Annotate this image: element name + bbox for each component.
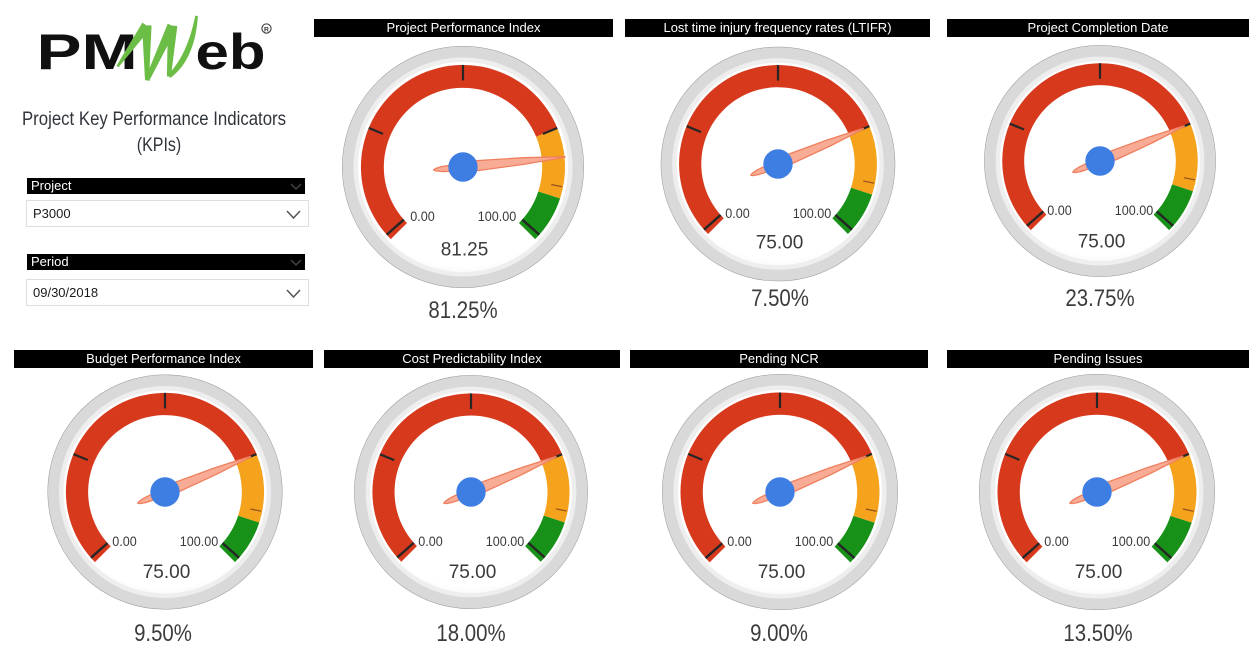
svg-text:100.00: 100.00: [793, 205, 831, 221]
svg-text:0.00: 0.00: [418, 533, 442, 549]
svg-text:100.00: 100.00: [486, 533, 524, 549]
svg-text:0.00: 0.00: [725, 205, 749, 221]
svg-text:0.00: 0.00: [1048, 202, 1072, 218]
svg-text:75.00: 75.00: [757, 562, 805, 583]
svg-text:0.00: 0.00: [1044, 533, 1068, 549]
svg-text:100.00: 100.00: [1111, 533, 1149, 549]
svg-text:0.00: 0.00: [410, 209, 434, 225]
svg-text:100.00: 100.00: [794, 533, 832, 549]
svg-text:eb: eb: [196, 24, 266, 80]
svg-text:75.00: 75.00: [449, 562, 497, 583]
svg-text:PM: PM: [37, 23, 138, 79]
svg-text:75.00: 75.00: [756, 232, 804, 253]
svg-text:100.00: 100.00: [179, 534, 217, 550]
svg-text:0.00: 0.00: [112, 534, 136, 550]
svg-text:100.00: 100.00: [1115, 202, 1153, 218]
svg-text:75.00: 75.00: [1078, 231, 1126, 252]
svg-text:75.00: 75.00: [142, 562, 190, 583]
svg-text:75.00: 75.00: [1074, 562, 1122, 583]
svg-text:81.25: 81.25: [440, 240, 488, 261]
svg-text:0.00: 0.00: [727, 533, 751, 549]
svg-text:100.00: 100.00: [477, 209, 515, 225]
svg-text:R: R: [264, 26, 269, 33]
